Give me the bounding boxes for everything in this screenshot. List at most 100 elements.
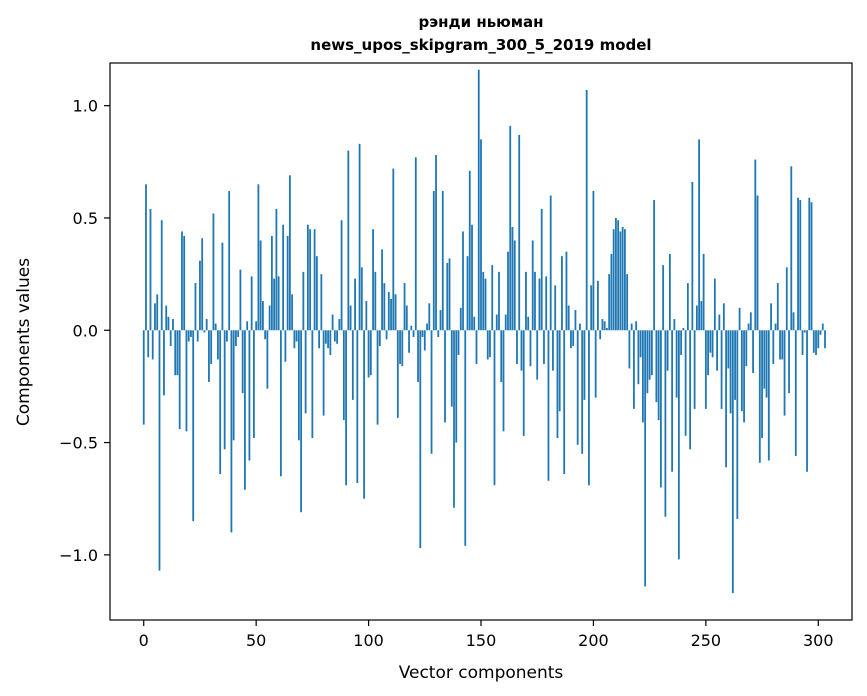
bar-component-59 <box>275 208 278 331</box>
bar-component-188 <box>565 251 568 331</box>
bar-component-157 <box>495 314 498 331</box>
bar-component-137 <box>450 330 453 407</box>
bar-component-143 <box>464 330 467 546</box>
bar-component-206 <box>606 328 608 331</box>
bar-component-246 <box>695 305 698 331</box>
bar-component-227 <box>653 200 656 331</box>
bar-component-272 <box>754 159 757 331</box>
bar-component-166 <box>516 330 518 364</box>
bar-component-77 <box>315 256 318 331</box>
bar-component-85 <box>333 330 336 342</box>
bar-component-49 <box>253 330 255 439</box>
bar-component-101 <box>369 330 372 376</box>
x-tick-label: 0 <box>139 631 149 650</box>
bar-component-113 <box>396 330 399 418</box>
bar-component-148 <box>475 330 478 364</box>
bar-component-76 <box>313 229 316 331</box>
bar-component-112 <box>394 294 397 331</box>
bar-component-79 <box>320 274 323 331</box>
bar-component-108 <box>385 330 388 340</box>
bar-component-174 <box>534 271 536 331</box>
bar-component-239 <box>680 330 683 355</box>
bar-component-53 <box>262 301 264 331</box>
bar-component-290 <box>794 330 797 457</box>
bar-component-105 <box>378 330 381 346</box>
bar-component-91 <box>347 150 350 331</box>
bar-component-78 <box>318 330 321 349</box>
bar-component-257 <box>720 330 723 409</box>
bar-component-1 <box>145 184 147 331</box>
bar-component-170 <box>525 271 527 331</box>
bar-component-134 <box>444 330 446 423</box>
bar-component-11 <box>167 316 170 331</box>
bar-component-111 <box>392 168 395 331</box>
bar-component-216 <box>628 330 631 369</box>
bar-component-260 <box>727 330 730 369</box>
bar-component-160 <box>502 330 505 432</box>
bar-component-167 <box>518 134 521 331</box>
bar-component-120 <box>412 330 415 338</box>
bar-component-64 <box>286 235 289 331</box>
bar-component-89 <box>342 330 345 421</box>
bar-component-214 <box>624 229 626 331</box>
bar-component-17 <box>181 231 183 331</box>
bar-component-119 <box>410 325 413 331</box>
bar-component-298 <box>812 330 815 353</box>
bar-component-240 <box>682 328 685 331</box>
bar-component-123 <box>419 330 422 549</box>
bar-component-47 <box>248 330 251 461</box>
y-tick-label: −0.5 <box>59 434 98 453</box>
bar-component-297 <box>810 202 813 331</box>
bar-component-87 <box>338 319 341 331</box>
bar-component-31 <box>212 213 215 331</box>
bar-component-284 <box>781 330 784 360</box>
bar-component-5 <box>154 303 156 331</box>
x-tick-label: 250 <box>691 631 722 650</box>
bar-component-259 <box>725 330 727 468</box>
bar-component-141 <box>459 307 462 331</box>
x-tick-label: 300 <box>803 631 834 650</box>
bar-component-213 <box>621 226 624 331</box>
bar-component-128 <box>430 330 433 454</box>
y-axis: −1.0 −0.5 0.0 0.5 1.0 <box>59 97 110 565</box>
bar-component-104 <box>376 330 379 425</box>
chart-title-line1: рэнди ньюман <box>418 13 543 31</box>
bar-component-187 <box>563 330 566 475</box>
bar-component-30 <box>210 330 213 364</box>
bar-component-289 <box>792 312 795 331</box>
bar-component-20 <box>187 330 190 342</box>
bar-component-149 <box>477 69 480 331</box>
bar-component-263 <box>734 330 736 400</box>
bar-component-68 <box>295 330 298 342</box>
bar-component-95 <box>356 330 359 483</box>
bar-component-145 <box>468 170 471 331</box>
bar-component-242 <box>686 283 689 331</box>
bar-component-50 <box>255 321 258 331</box>
bar-component-98 <box>363 330 365 499</box>
bar-component-58 <box>273 278 276 331</box>
bar-component-186 <box>561 256 563 331</box>
bar-component-132 <box>439 310 442 331</box>
bar-component-228 <box>655 330 658 403</box>
bar-component-12 <box>169 330 172 346</box>
bar-component-183 <box>554 285 557 331</box>
bar-component-130 <box>435 155 437 331</box>
bar-component-144 <box>466 256 469 331</box>
bar-component-140 <box>457 330 460 355</box>
bar-component-8 <box>160 220 163 331</box>
bar-component-276 <box>763 330 766 389</box>
bar-component-72 <box>304 330 307 414</box>
x-tick-label: 150 <box>466 631 497 650</box>
bar-component-254 <box>713 278 716 331</box>
bar-component-249 <box>702 253 705 331</box>
bar-component-2 <box>147 330 150 358</box>
bar-component-139 <box>455 330 458 443</box>
bar-component-292 <box>799 200 802 331</box>
bar-component-92 <box>349 305 352 331</box>
bar-component-291 <box>797 197 799 331</box>
bar-component-9 <box>163 330 165 396</box>
bar-component-114 <box>399 330 401 364</box>
bar-component-202 <box>597 280 599 331</box>
bar-component-40 <box>232 330 235 441</box>
bar-component-203 <box>599 330 602 340</box>
